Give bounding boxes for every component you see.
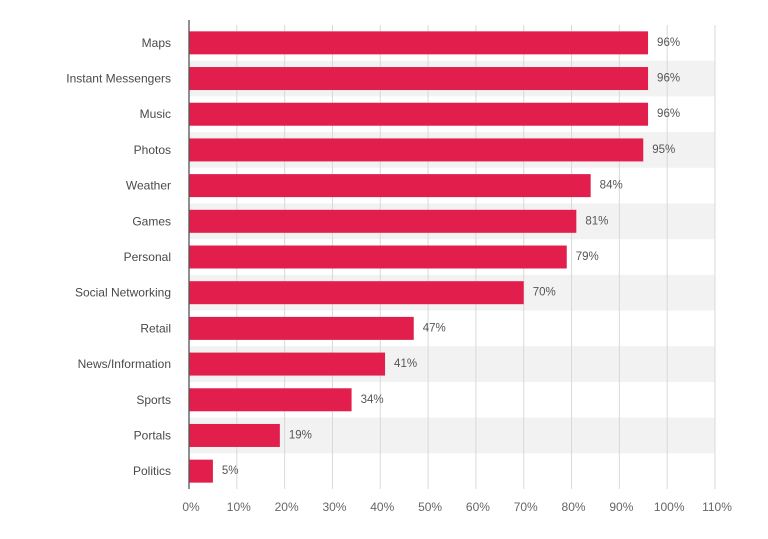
bar bbox=[189, 102, 649, 126]
data-label: 96% bbox=[657, 108, 680, 120]
category-label: Games bbox=[132, 214, 171, 228]
x-tick-label: 110% bbox=[702, 500, 732, 514]
data-label: 41% bbox=[394, 358, 417, 370]
bar bbox=[189, 209, 577, 233]
category-label: Photos bbox=[134, 143, 171, 157]
bar bbox=[189, 352, 386, 376]
category-label: Maps bbox=[142, 36, 171, 50]
x-tick-label: 80% bbox=[562, 500, 586, 514]
x-tick-label: 40% bbox=[370, 500, 394, 514]
data-label: 96% bbox=[657, 73, 680, 85]
bar bbox=[189, 31, 649, 55]
category-label: Weather bbox=[126, 179, 171, 193]
data-label: 19% bbox=[289, 429, 312, 441]
category-label: Social Networking bbox=[75, 286, 171, 300]
data-label: 79% bbox=[576, 251, 599, 263]
x-tick-label: 70% bbox=[514, 500, 538, 514]
bar bbox=[189, 138, 644, 162]
category-label: Politics bbox=[133, 464, 171, 478]
x-tick-label: 30% bbox=[322, 500, 346, 514]
bar bbox=[189, 459, 213, 483]
data-label: 70% bbox=[533, 287, 556, 299]
x-tick-label: 20% bbox=[275, 500, 299, 514]
data-label: 81% bbox=[585, 215, 608, 227]
data-label: 5% bbox=[222, 465, 239, 477]
bar bbox=[189, 281, 524, 305]
category-label: Portals bbox=[134, 428, 171, 442]
x-tick-label: 10% bbox=[227, 500, 251, 514]
category-label: Personal bbox=[124, 250, 171, 264]
data-label: 96% bbox=[657, 37, 680, 49]
category-label: Sports bbox=[136, 393, 171, 407]
bar bbox=[189, 388, 352, 412]
data-label: 47% bbox=[423, 322, 446, 334]
category-label: Retail bbox=[140, 321, 171, 335]
x-tick-label: 90% bbox=[609, 500, 633, 514]
bar bbox=[189, 174, 591, 198]
data-label: 34% bbox=[361, 394, 384, 406]
bar bbox=[189, 67, 649, 91]
x-tick-label: 0% bbox=[182, 500, 200, 514]
data-label: 84% bbox=[600, 180, 623, 192]
x-tick-label: 50% bbox=[418, 500, 442, 514]
x-tick-label: 60% bbox=[466, 500, 490, 514]
bar bbox=[189, 316, 414, 340]
category-label: News/Information bbox=[78, 357, 171, 371]
bar bbox=[189, 245, 567, 269]
category-label: Instant Messengers bbox=[66, 72, 171, 86]
x-tick-label: 100% bbox=[654, 500, 685, 514]
category-label: Music bbox=[140, 107, 171, 121]
bar bbox=[189, 423, 280, 447]
data-label: 95% bbox=[652, 144, 675, 156]
